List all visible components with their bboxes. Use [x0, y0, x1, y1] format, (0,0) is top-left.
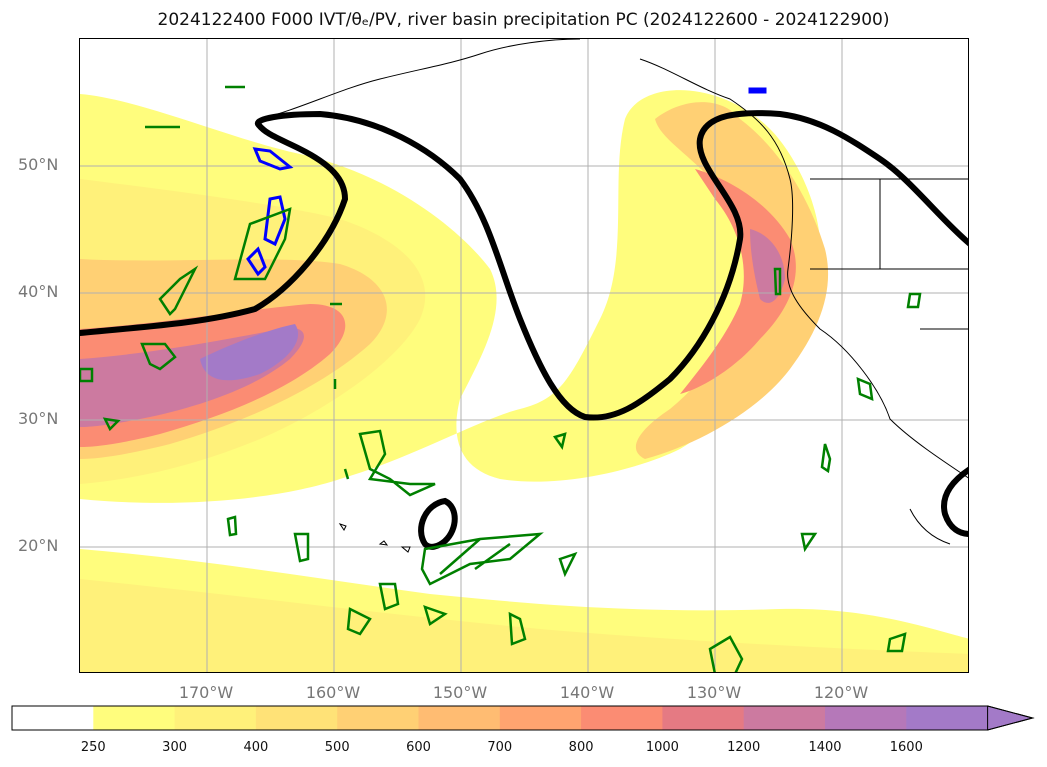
lat-label-20n: 20°N — [18, 536, 59, 555]
colorbar — [11, 705, 1035, 731]
colorbar-tick-label: 250 — [80, 740, 106, 755]
colorbar-tick-label: 1200 — [727, 740, 761, 755]
colorbar-tick-label: 500 — [324, 740, 350, 755]
lon-label-170w: 170°W — [178, 683, 234, 702]
colorbar-tick-label: 1000 — [645, 740, 679, 755]
colorbar-tick-label: 400 — [243, 740, 269, 755]
colorbar-segment — [418, 706, 501, 730]
map-svg — [80, 39, 968, 672]
pv-contour — [246, 87, 767, 277]
chart-title: 2024122400 F000 IVT/θₑ/PV, river basin p… — [157, 10, 890, 30]
lat-label-50n: 50°N — [18, 155, 59, 174]
lon-label-120w: 120°W — [813, 683, 869, 702]
colorbar-segment — [174, 706, 257, 730]
lon-label-160w: 160°W — [305, 683, 361, 702]
colorbar-segment — [93, 706, 176, 730]
colorbar-tick-label: 800 — [568, 740, 594, 755]
precip-contour — [80, 85, 922, 672]
colorbar-segment — [337, 706, 419, 730]
colorbar-tick-label: 1600 — [889, 740, 923, 755]
colorbar-segment — [581, 706, 663, 730]
colorbar-segment — [825, 706, 907, 730]
graticule — [80, 39, 968, 672]
colorbar-tick-label: 600 — [406, 740, 431, 755]
coastline — [259, 39, 968, 553]
colorbar-segment — [255, 706, 338, 730]
map-panel[interactable] — [79, 38, 969, 673]
lon-label-130w: 130°W — [686, 683, 742, 702]
lat-label-30n: 30°N — [18, 409, 59, 428]
colorbar-tick-label: 1400 — [808, 740, 842, 755]
ivt-shading — [80, 90, 968, 672]
colorbar-outline — [11, 705, 1035, 731]
colorbar-segment — [499, 706, 582, 730]
colorbar-tick-label: 700 — [487, 740, 513, 755]
colorbar-segment — [743, 706, 826, 730]
lon-label-140w: 140°W — [559, 683, 615, 702]
colorbar-extend-arrow — [987, 705, 1035, 731]
colorbar-tick-label: 300 — [162, 740, 188, 755]
colorbar-segment — [906, 706, 989, 730]
lon-label-150w: 150°W — [432, 683, 488, 702]
colorbar-segment — [662, 706, 745, 730]
colorbar-segment — [12, 706, 94, 730]
lat-label-40n: 40°N — [18, 282, 59, 301]
